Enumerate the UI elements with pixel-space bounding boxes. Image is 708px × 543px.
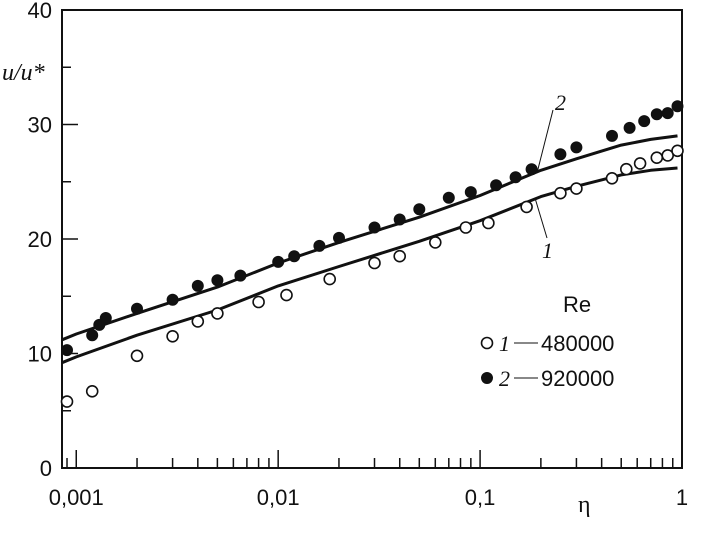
point-series-1: [554, 186, 567, 200]
point-series-2: [272, 255, 285, 268]
point-series-1: [60, 395, 74, 408]
point-series-1: [211, 307, 224, 320]
point-series-2: [166, 293, 179, 306]
point-series-1: [252, 295, 265, 309]
legend-number-2: 2: [499, 366, 510, 391]
point-series-2: [623, 121, 636, 134]
point-series-1: [459, 221, 473, 234]
curve-2-leader: [536, 109, 554, 174]
data-points: [60, 100, 684, 408]
point-series-2: [490, 179, 503, 192]
point-series-1: [323, 272, 337, 286]
point-series-2: [288, 250, 301, 263]
y-tick-label: 30: [28, 113, 52, 138]
point-series-2: [650, 108, 663, 121]
plot-frame: [61, 9, 683, 469]
point-series-2: [525, 163, 538, 176]
point-series-2: [191, 279, 204, 292]
legend-value-1: 480000: [541, 331, 614, 356]
y-tick-label: 10: [28, 342, 52, 367]
point-series-1: [633, 157, 647, 170]
point-series-2: [606, 129, 618, 142]
fit-curves: [61, 134, 678, 365]
point-series-1: [130, 349, 144, 363]
point-series-2: [368, 221, 381, 234]
legend-marker-open: [480, 336, 494, 350]
point-series-1: [428, 236, 442, 249]
curve-1-label: 1: [542, 238, 553, 263]
curve-1: [61, 166, 678, 365]
x-axis-label: η: [578, 492, 591, 518]
point-series-2: [131, 302, 143, 315]
y-axis-label: u/u*: [2, 60, 45, 86]
x-tick-label: 0,01: [257, 485, 300, 510]
point-series-1: [482, 216, 495, 230]
point-series-2: [661, 107, 674, 120]
legend: Re 1 480000 2 920000: [480, 292, 614, 391]
point-series-2: [570, 141, 583, 154]
point-series-2: [61, 344, 73, 357]
point-series-1: [166, 329, 179, 343]
point-series-2: [442, 191, 455, 204]
point-series-1: [570, 182, 583, 195]
y-tick-label: 40: [28, 0, 52, 23]
axis-ticks: [62, 9, 683, 469]
curve-1-leader: [534, 197, 548, 239]
point-series-2: [99, 312, 112, 324]
legend-value-2: 920000: [541, 366, 614, 391]
x-tick-label: 0,001: [49, 485, 104, 510]
y-tick-label: 20: [28, 227, 52, 252]
legend-title: Re: [563, 292, 591, 317]
point-series-2: [234, 269, 247, 282]
point-series-2: [211, 274, 224, 287]
point-series-1: [191, 315, 205, 328]
point-series-1: [280, 288, 293, 302]
x-tick-label: 0,1: [465, 485, 496, 510]
point-series-1: [393, 249, 407, 263]
point-series-2: [509, 171, 522, 184]
point-series-1: [619, 162, 633, 176]
x-tick-label: 1: [676, 485, 688, 510]
point-series-1: [671, 144, 684, 158]
point-series-2: [638, 115, 651, 128]
point-series-1: [85, 384, 99, 398]
legend-number-1: 1: [499, 331, 510, 356]
y-tick-label: 0: [40, 456, 52, 481]
point-series-2: [464, 186, 477, 199]
point-series-2: [671, 100, 684, 113]
point-series-1: [368, 256, 381, 270]
point-series-2: [554, 148, 567, 161]
point-series-2: [333, 231, 345, 244]
point-series-2: [393, 213, 406, 226]
curve-2-label: 2: [555, 90, 566, 115]
legend-marker-filled: [481, 372, 493, 384]
point-series-1: [605, 172, 619, 185]
point-series-1: [650, 151, 664, 164]
point-series-2: [313, 239, 326, 252]
point-series-2: [86, 329, 99, 342]
point-series-2: [413, 203, 426, 216]
point-series-1: [520, 200, 533, 214]
